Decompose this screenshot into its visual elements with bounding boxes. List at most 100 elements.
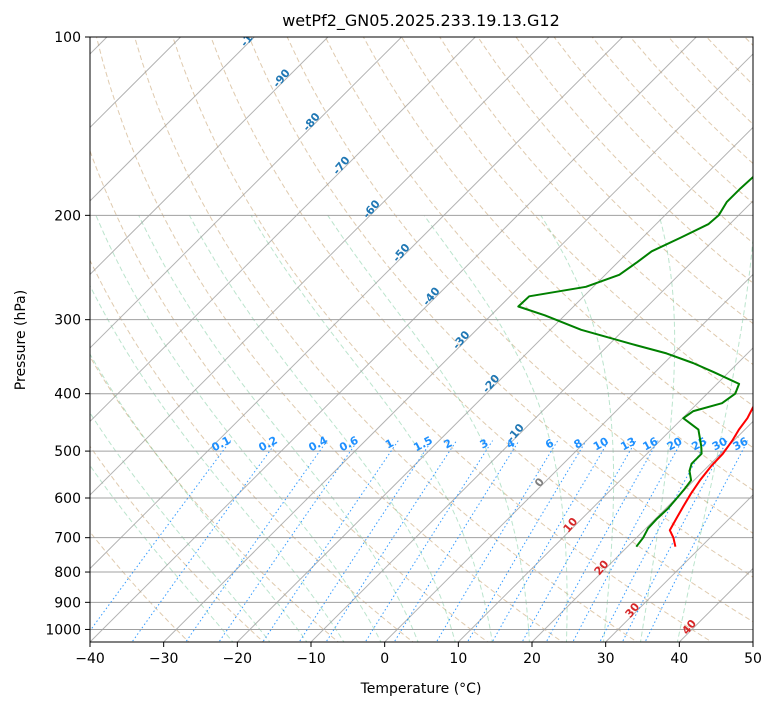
- x-tick-label: 0: [380, 651, 389, 667]
- isotherm: [90, 37, 697, 642]
- dry-adiabat: [477, 37, 753, 325]
- mixing-ratio-label: 3: [478, 436, 491, 451]
- dry-adiabat: [324, 37, 753, 491]
- isotherm: [90, 37, 329, 276]
- dry-adiabat: [90, 445, 265, 642]
- isotherm-label: -30: [450, 328, 473, 352]
- dry-adiabat: [210, 37, 753, 623]
- x-tick-label: −20: [223, 651, 253, 667]
- isotherm: [90, 37, 255, 202]
- isotherm: [90, 37, 402, 349]
- dry-adiabat: [96, 37, 564, 642]
- isotherm-label: -60: [360, 197, 383, 221]
- isotherm: [310, 200, 753, 642]
- dry-adiabat: [90, 149, 489, 642]
- isotherm-label: -40: [420, 284, 443, 308]
- isotherm-label: 30: [623, 600, 643, 620]
- x-axis: −40 −30 −20 −10 0 10 20 30 40 50: [75, 642, 762, 667]
- x-tick-label: 40: [670, 651, 688, 667]
- y-tick-label: 900: [54, 595, 81, 611]
- isotherm: [90, 37, 550, 496]
- mixing-ratio-label: 20: [665, 435, 685, 454]
- isotherm-label: -70: [330, 154, 353, 178]
- isotherm-label: -50: [390, 241, 413, 265]
- y-tick-label: 700: [54, 531, 81, 547]
- x-tick-label: 10: [449, 651, 467, 667]
- x-tick-label: −10: [296, 651, 326, 667]
- y-tick-label: 1000: [45, 622, 81, 638]
- isotherm: [678, 567, 753, 642]
- mixing-ratio-line: [621, 440, 728, 642]
- moist-adiabat: [423, 215, 568, 642]
- profile-lines: [517, 175, 753, 548]
- moist-adiabat: [327, 215, 530, 642]
- dewpoint-line: [517, 175, 753, 548]
- mixing-ratio-label: 16: [641, 435, 661, 454]
- y-tick-label: 100: [54, 30, 81, 46]
- y-tick-label: 300: [54, 313, 81, 329]
- plot-frame: [89, 36, 754, 643]
- mixing-ratio-label: 13: [618, 435, 638, 454]
- isotherm: [531, 420, 753, 642]
- mixing-ratio-label: 36: [731, 435, 751, 454]
- isotherm: [236, 126, 753, 642]
- isotherm-label: 10: [561, 515, 581, 535]
- moist-adiabat: [540, 215, 615, 642]
- isotherm: [384, 273, 753, 642]
- isotherm-label: 0: [532, 475, 547, 489]
- mixing-ratio-line: [325, 440, 458, 642]
- y-axis: 100 200 300 400 500 600 700 800 900 1000: [45, 30, 90, 638]
- isotherm: [90, 37, 476, 423]
- mixing-ratio-line: [364, 440, 494, 642]
- mixing-ratio-line: [521, 440, 637, 642]
- dry-adiabat: [134, 37, 638, 642]
- mixing-ratio-line: [466, 440, 587, 642]
- isotherm-label: -90: [270, 66, 293, 90]
- x-tick-label: −40: [75, 651, 105, 667]
- dry-adiabat: [172, 37, 713, 642]
- moist-adiabat: [639, 215, 676, 642]
- moist-adiabat: [250, 215, 493, 642]
- mixing-ratio-line: [644, 440, 749, 642]
- moist-adiabat: [188, 215, 456, 642]
- y-axis-label: Pressure (hPa): [13, 290, 29, 390]
- mixing-ratio-label: 2: [442, 436, 455, 451]
- y-tick-label: 600: [54, 491, 81, 507]
- isotherm: [457, 347, 753, 642]
- dry-adiabat: [515, 37, 753, 284]
- mixing-ratio-line: [131, 440, 278, 642]
- dry-adiabat: [744, 37, 753, 47]
- isotherm: [163, 53, 753, 642]
- mixing-ratio-label: 30: [710, 435, 730, 454]
- isotherm-label: 20: [592, 557, 612, 577]
- mixing-ratio-line: [393, 440, 520, 642]
- mixing-ratio-line: [90, 440, 232, 632]
- dry-adiabat: [439, 37, 753, 366]
- dry-adiabat: [286, 37, 753, 534]
- dry-adiabat: [248, 37, 753, 578]
- x-tick-label: 50: [744, 651, 762, 667]
- x-axis-label: Temperature (°C): [360, 681, 482, 697]
- mixing-ratio-label: 6: [543, 436, 556, 451]
- chart-title: wetPf2_GN05.2025.233.19.13.G12: [282, 11, 560, 31]
- y-tick-label: 500: [54, 444, 81, 460]
- mixing-ratio-labels: 0.1 0.2 0.4 0.6 1 1.5 2 3 4 6 8 10 13 16 20 25 30 36: [209, 434, 750, 455]
- isotherm-label: -20: [480, 372, 503, 396]
- mixing-ratio-line: [185, 440, 328, 642]
- mixing-ratio-line: [435, 440, 559, 642]
- mixing-ratio-line: [491, 440, 610, 642]
- background-grid: [90, 37, 753, 642]
- mixing-ratio-line: [298, 440, 433, 642]
- y-tick-label: 800: [54, 565, 81, 581]
- isotherm: [90, 37, 623, 570]
- dry-adiabat: [362, 37, 753, 449]
- moist-adiabat: [138, 215, 419, 642]
- y-tick-label: 400: [54, 387, 81, 403]
- mixing-ratio-line: [545, 440, 659, 642]
- moist-adiabat: [90, 284, 345, 642]
- mixing-ratio-line: [262, 440, 399, 642]
- mixing-ratio-line: [599, 440, 708, 642]
- y-tick-label: 200: [54, 208, 81, 224]
- mixing-ratio-line: [572, 440, 683, 642]
